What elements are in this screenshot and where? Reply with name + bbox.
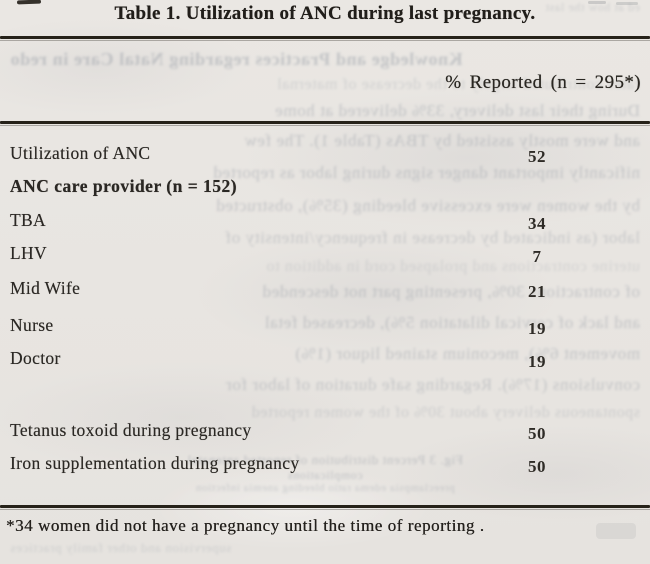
row-label: Nurse: [10, 315, 54, 335]
row-value: 7: [532, 247, 542, 266]
table-row: Utilization of ANC 52: [10, 143, 650, 166]
row-label: ANC care provider (n = 152): [10, 176, 238, 196]
table-row: Iron supplementation during pregnancy 50: [10, 453, 650, 476]
table-row-section: ANC care provider (n = 152): [10, 176, 650, 198]
row-value: 50: [528, 424, 546, 443]
row-value: 52: [528, 147, 546, 166]
row-value: 50: [528, 457, 546, 476]
row-label: Doctor: [10, 348, 61, 368]
row-value: 19: [528, 319, 546, 338]
table-rule-header: [0, 121, 650, 127]
scan-artifact-fragment: [616, 2, 638, 5]
scan-artifact-fragment: [596, 523, 636, 539]
rule-line: [0, 36, 650, 39]
row-label: Iron supplementation during pregnancy: [10, 453, 300, 473]
table-rule-bottom: [0, 505, 650, 511]
scan-artifact-fragment: [588, 1, 606, 4]
rule-line: [0, 505, 650, 508]
row-value: 34: [528, 214, 546, 233]
rule-shadow: [0, 509, 650, 511]
rule-line: [0, 121, 650, 124]
row-label: LHV: [10, 243, 48, 263]
table-row: Doctor 19: [10, 348, 650, 371]
row-value: 19: [528, 352, 546, 371]
table-row: Tetanus toxoid during pregnancy 50: [10, 420, 650, 443]
rule-shadow: [0, 125, 650, 127]
table-row: TBA 34: [10, 210, 650, 233]
table-row: LHV 7: [10, 243, 650, 266]
row-label: TBA: [10, 210, 47, 230]
row-label: Utilization of ANC: [10, 143, 151, 163]
table-row: Nurse 19: [10, 315, 650, 338]
table-title: Table 1. Utilization of ANC during last …: [114, 3, 536, 24]
row-value: 21: [528, 282, 546, 301]
column-header-percent-reported: % Reported (n = 295*): [445, 72, 641, 93]
rule-shadow: [0, 40, 650, 42]
table-footnote: *34 women did not have a pregnancy until…: [6, 516, 485, 535]
row-label: Mid Wife: [10, 278, 81, 298]
table-row: Mid Wife 21: [10, 278, 650, 301]
row-label: Tetanus toxoid during pregnancy: [10, 420, 252, 440]
table-rule-top: [0, 36, 650, 42]
